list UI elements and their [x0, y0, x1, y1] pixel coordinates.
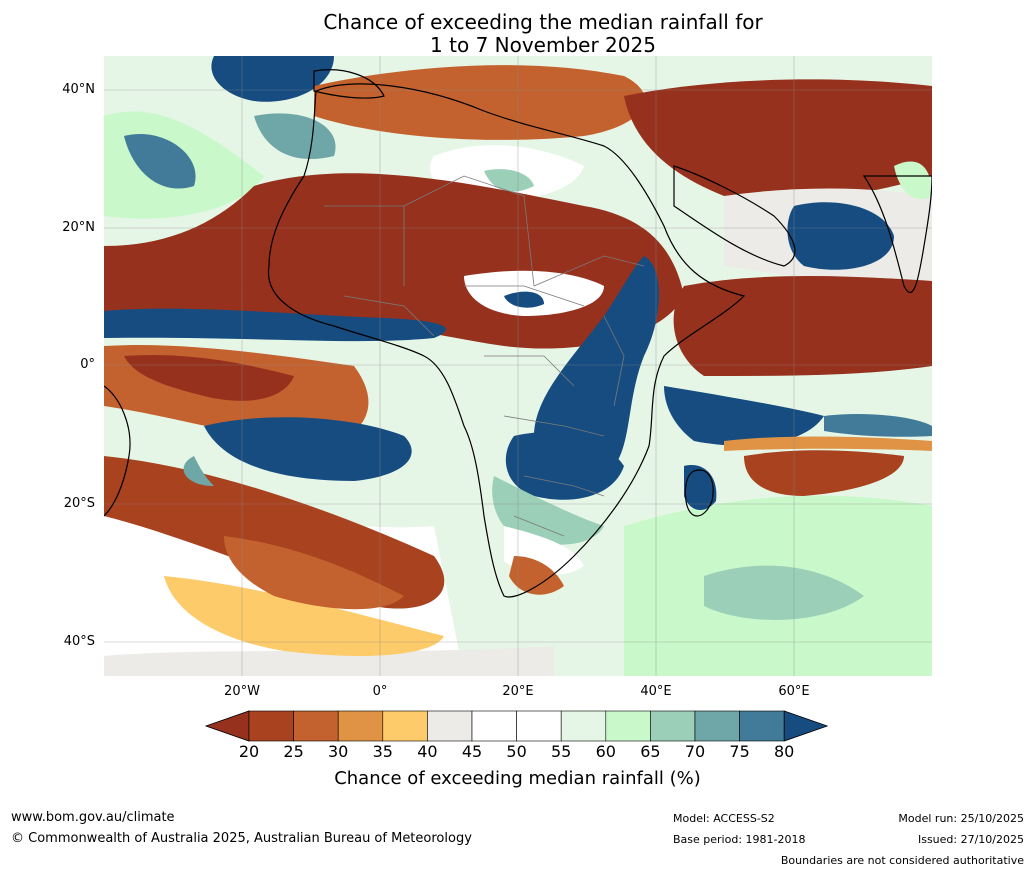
middle-east-dark-region: [624, 79, 932, 200]
southern-africa-blue-region: [505, 432, 624, 500]
mozambique-channel-blue: [664, 386, 824, 446]
colorbar-tick-label: 40: [417, 742, 438, 761]
base-period: Base period: 1981-2018: [673, 833, 806, 846]
southern-africa-teal-region: [492, 476, 604, 545]
lon-label-0: 0°: [372, 684, 388, 699]
colorbar-arrow-low: [205, 710, 250, 742]
colorbar-segment: [382, 710, 428, 742]
colorbar-tick-label: 60: [595, 742, 616, 761]
website-link[interactable]: www.bom.gov.au/climate: [11, 810, 175, 825]
southern-teal-patch: [704, 565, 864, 620]
south-atlantic-blue-region: [204, 417, 412, 481]
map-title-line-1: Chance of exceeding the median rainfall …: [323, 10, 763, 34]
southern-light-grey-band: [104, 646, 554, 676]
colorbar: [205, 710, 829, 742]
lat-label-40s: 40°S: [63, 634, 95, 649]
lon-label-40e: 40°E: [640, 684, 672, 699]
colorbar-segment: [560, 710, 607, 742]
madagascar-blue-region: [684, 465, 717, 511]
colorbar-tick-label: 65: [640, 742, 661, 761]
south-atlantic-orange-lower: [224, 536, 404, 610]
lat-label-40n: 40°N: [62, 82, 95, 97]
coastlines: [104, 69, 932, 598]
colorbar-tick-label: 25: [283, 742, 304, 761]
lat-label-0: 0°: [80, 357, 95, 372]
colorbar-segment: [739, 710, 785, 742]
arabia-coastline: [673, 165, 796, 267]
south-atlantic-dark-band: [124, 355, 294, 401]
north-africa-green-patch: [484, 169, 534, 192]
central-africa-blue-patch: [504, 291, 544, 308]
colorbar-segment: [337, 710, 384, 742]
colorbar-label: Chance of exceeding median rainfall (%): [334, 768, 701, 789]
south-america-coastline: [104, 385, 131, 517]
colorbar-tick-label: 30: [328, 742, 349, 761]
model-run-date: Model run: 25/10/2025: [898, 812, 1024, 825]
colorbar-segment: [248, 710, 294, 742]
north-atlantic-mid-teal: [254, 113, 336, 160]
lat-label-20n: 20°N: [62, 220, 95, 235]
country-boundaries: [324, 175, 645, 537]
colorbar-segment: [605, 710, 651, 742]
colorbar-segment: [293, 710, 339, 742]
colorbar-tick-label: 35: [372, 742, 393, 761]
model-name: Model: ACCESS-S2: [673, 812, 775, 825]
iberia-coastline: [313, 69, 385, 99]
south-atlantic-lower-dark-band: [104, 456, 445, 609]
lat-label-20s: 20°S: [63, 496, 95, 511]
colorbar-segment: [427, 710, 473, 742]
madagascar-coastline: [684, 469, 714, 517]
lon-label-20e: 20°E: [502, 684, 534, 699]
mediterranean-orange-region: [314, 65, 645, 140]
north-atlantic-steel-region: [124, 134, 196, 189]
south-atlantic-yellow-band: [164, 576, 444, 656]
india-coastline: [862, 175, 932, 294]
boundaries-disclaimer: Boundaries are not considered authoritat…: [780, 854, 1024, 867]
south-africa-brown-patch: [509, 556, 564, 595]
equatorial-atlantic-blue-band: [104, 308, 446, 342]
colorbar-tick-label: 70: [684, 742, 706, 761]
south-indian-orange-ring: [724, 436, 932, 451]
southeast-indian-blue: [824, 414, 932, 437]
south-indian-brown-region: [744, 450, 904, 496]
map-title-line-2: 1 to 7 November 2025: [430, 33, 656, 57]
colorbar-segment: [694, 710, 740, 742]
lon-label-20w: 20°W: [224, 684, 260, 699]
colorbar-arrow-high: [783, 710, 829, 742]
map-canvas: [104, 56, 932, 676]
colorbar-segment: [650, 710, 696, 742]
colorbar-tick-label: 50: [506, 742, 527, 761]
graticule: [104, 56, 932, 676]
colorbar-tick-label: 80: [774, 742, 795, 761]
arabian-sea-blue-region: [787, 202, 894, 270]
south-atlantic-teal-ring: [183, 456, 214, 486]
bay-of-bengal-green: [894, 161, 932, 200]
lon-label-60e: 60°E: [778, 684, 810, 699]
rainfall-probability-map: [104, 56, 932, 676]
issued-date: Issued: 27/10/2025: [917, 833, 1024, 846]
africa-coastline: [267, 83, 746, 598]
colorbar-segment: [471, 710, 517, 742]
colorbar-tick-label: 45: [461, 742, 483, 761]
colorbar-tick-label: 20: [238, 742, 260, 761]
colorbar-tick-label: 55: [551, 742, 572, 761]
east-africa-blue-corridor: [534, 256, 659, 479]
northern-indian-ocean-brown: [673, 276, 932, 376]
colorbar-segment: [516, 710, 562, 742]
copyright-text: © Commonwealth of Australia 2025, Austra…: [11, 831, 472, 846]
colorbar-tick-label: 75: [729, 742, 750, 761]
